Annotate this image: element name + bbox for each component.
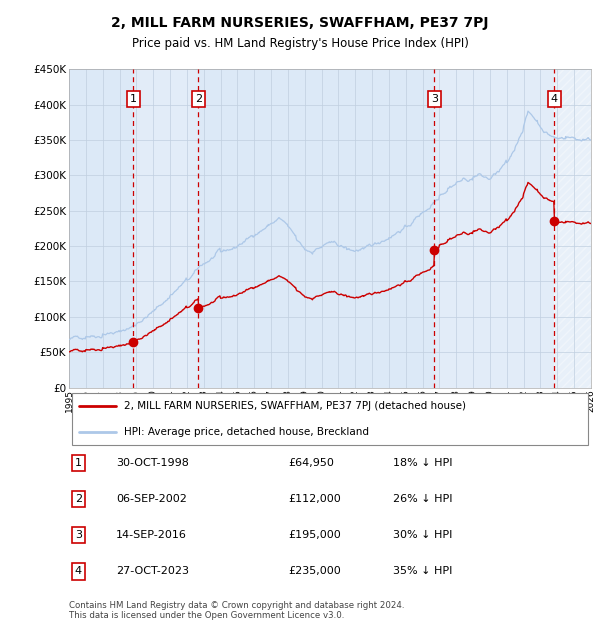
Text: 4: 4 xyxy=(75,567,82,577)
Text: 2, MILL FARM NURSERIES, SWAFFHAM, PE37 7PJ (detached house): 2, MILL FARM NURSERIES, SWAFFHAM, PE37 7… xyxy=(124,401,466,411)
Text: 27-OCT-2023: 27-OCT-2023 xyxy=(116,567,189,577)
Text: 30-OCT-1998: 30-OCT-1998 xyxy=(116,458,189,468)
Text: 2: 2 xyxy=(75,494,82,505)
Text: 3: 3 xyxy=(431,94,438,104)
Text: 14-SEP-2016: 14-SEP-2016 xyxy=(116,530,187,541)
Text: Price paid vs. HM Land Registry's House Price Index (HPI): Price paid vs. HM Land Registry's House … xyxy=(131,37,469,50)
Text: HPI: Average price, detached house, Breckland: HPI: Average price, detached house, Brec… xyxy=(124,427,369,437)
Text: £195,000: £195,000 xyxy=(288,530,341,541)
Text: 3: 3 xyxy=(75,530,82,541)
Bar xyxy=(133,69,199,388)
Text: £235,000: £235,000 xyxy=(288,567,341,577)
Text: £64,950: £64,950 xyxy=(288,458,334,468)
Text: 26% ↓ HPI: 26% ↓ HPI xyxy=(392,494,452,505)
Text: This data is licensed under the Open Government Licence v3.0.: This data is licensed under the Open Gov… xyxy=(69,611,344,620)
Text: 2, MILL FARM NURSERIES, SWAFFHAM, PE37 7PJ: 2, MILL FARM NURSERIES, SWAFFHAM, PE37 7… xyxy=(111,16,489,30)
Text: 35% ↓ HPI: 35% ↓ HPI xyxy=(392,567,452,577)
FancyBboxPatch shape xyxy=(71,393,589,445)
Bar xyxy=(434,69,554,388)
Text: 06-SEP-2002: 06-SEP-2002 xyxy=(116,494,187,505)
Text: 1: 1 xyxy=(130,94,137,104)
Text: 1: 1 xyxy=(75,458,82,468)
Text: 30% ↓ HPI: 30% ↓ HPI xyxy=(392,530,452,541)
Text: Contains HM Land Registry data © Crown copyright and database right 2024.: Contains HM Land Registry data © Crown c… xyxy=(69,601,404,610)
Text: 4: 4 xyxy=(551,94,558,104)
Text: £112,000: £112,000 xyxy=(288,494,341,505)
Text: 2: 2 xyxy=(195,94,202,104)
Text: 18% ↓ HPI: 18% ↓ HPI xyxy=(392,458,452,468)
Bar xyxy=(554,69,599,388)
